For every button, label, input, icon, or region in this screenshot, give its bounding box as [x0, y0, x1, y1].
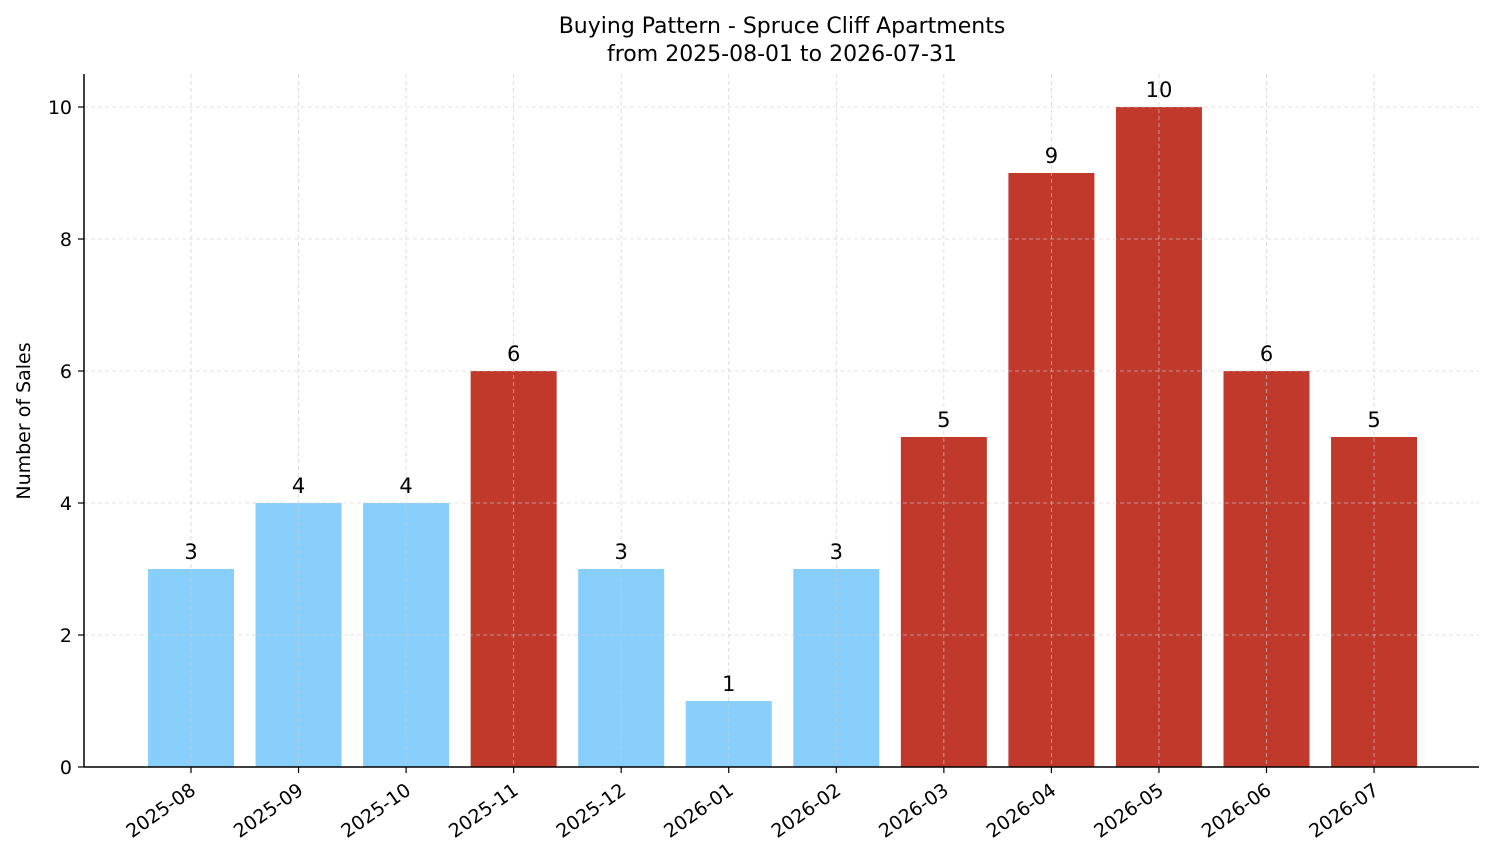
data-label-2026-07: 5	[1367, 408, 1380, 432]
y-axis-ticks: 0 2 4 6 8 10	[48, 97, 84, 779]
x-tick-label: 2026-02	[768, 779, 846, 843]
bar-2026-05	[1115, 107, 1202, 767]
data-label-2026-05: 10	[1146, 78, 1173, 102]
y-tick-label: 4	[60, 493, 72, 515]
x-tick-label: 2025-08	[122, 779, 200, 843]
data-label-2025-10: 4	[399, 474, 412, 498]
y-tick-label: 10	[48, 97, 72, 119]
y-tick-label: 8	[60, 229, 72, 251]
chart-title: Buying Pattern - Spruce Cliff Apartments	[559, 14, 1006, 39]
x-tick-label: 2025-12	[552, 779, 630, 843]
x-tick-label: 2026-06	[1198, 779, 1276, 843]
y-tick-label: 6	[60, 361, 72, 383]
data-labels: 3 4 4 6 3 1 3 5 9 10 6 5	[184, 78, 1380, 696]
x-tick-label: 2026-03	[875, 779, 953, 843]
x-tick-label: 2025-11	[445, 779, 523, 843]
y-tick-label: 2	[60, 625, 72, 647]
data-label-2026-04: 9	[1045, 144, 1058, 168]
y-axis-label: Number of Sales	[13, 342, 35, 499]
data-label-2025-11: 6	[507, 342, 520, 366]
data-label-2025-12: 3	[615, 540, 628, 564]
data-label-2026-02: 3	[830, 540, 843, 564]
x-tick-label: 2026-01	[660, 779, 738, 843]
bar-2026-02	[793, 569, 880, 767]
x-tick-label: 2026-07	[1305, 779, 1383, 843]
chart-subtitle: from 2025-08-01 to 2026-07-31	[607, 42, 957, 67]
axes	[83, 74, 1479, 768]
data-label-2026-03: 5	[937, 408, 950, 432]
bar-2025-12	[578, 569, 665, 767]
x-tick-label: 2026-05	[1090, 779, 1168, 843]
data-label-2025-08: 3	[184, 540, 197, 564]
x-tick-label: 2025-10	[337, 779, 415, 843]
x-tick-label: 2026-04	[983, 779, 1061, 843]
y-tick-label: 0	[60, 757, 72, 779]
bars	[148, 107, 1418, 767]
x-tick-label: 2025-09	[230, 779, 308, 843]
data-label-2025-09: 4	[292, 474, 305, 498]
data-label-2026-06: 6	[1260, 342, 1273, 366]
data-label-2026-01: 1	[722, 672, 735, 696]
bar-2025-08	[148, 569, 234, 767]
x-axis-ticks: 2025-08 2025-09 2025-10 2025-11 2025-12 2026-…	[122, 767, 1383, 843]
